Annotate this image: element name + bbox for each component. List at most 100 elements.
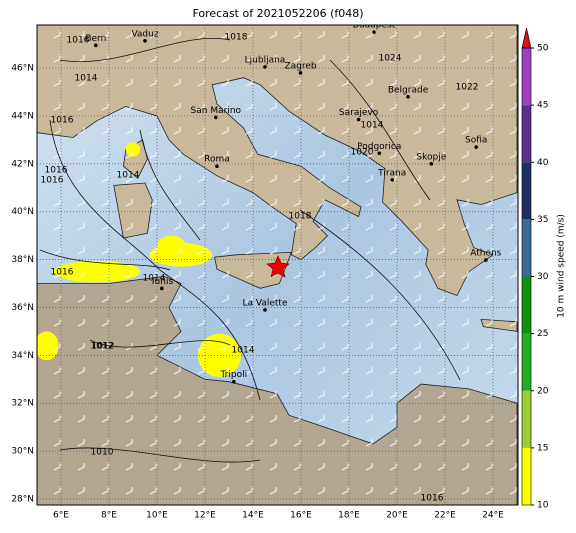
- city-label: Podgorica: [357, 142, 401, 152]
- city-dot: [356, 117, 361, 122]
- colorbar-tick-label: 35: [537, 215, 548, 225]
- city-label: La Valette: [243, 298, 288, 308]
- isobar-label: 1016: [421, 494, 444, 504]
- isobar-label: 1014: [232, 346, 255, 356]
- isobar-label: 1010: [91, 448, 114, 458]
- isobar-label: 1014: [143, 274, 166, 284]
- x-tick-label: 12°E: [194, 511, 216, 521]
- x-tick-label: 16°E: [290, 511, 312, 521]
- isobar-label: 1020: [351, 148, 374, 158]
- city-dot: [94, 43, 98, 48]
- colorbar-label: 10 m wind speed (m/s): [557, 214, 567, 318]
- city-dot: [214, 115, 218, 120]
- city-dot: [377, 151, 382, 156]
- city-label: Tunis: [149, 277, 173, 287]
- colorbar-tick-label: 40: [537, 158, 549, 168]
- x-tick-label: 22°E: [434, 511, 456, 521]
- map-frame: [36, 24, 519, 506]
- isobar-label: 1016: [45, 166, 68, 176]
- y-tick-label: 30°N: [11, 447, 34, 457]
- isobar-label: 1014: [75, 74, 98, 84]
- x-tick-label: 20°E: [386, 511, 408, 521]
- city-dot: [263, 65, 267, 69]
- x-tick-label: 6°E: [53, 511, 69, 521]
- city-dot: [298, 71, 303, 75]
- city-label: Zagreb: [284, 61, 316, 71]
- isobar: [299, 209, 461, 381]
- colorbar-band: [522, 105, 531, 163]
- city-label: Tripoli: [219, 370, 247, 380]
- isobar: [89, 339, 231, 348]
- isobar: [39, 249, 171, 271]
- x-tick-label: 14°E: [242, 511, 264, 521]
- city-dot: [215, 164, 219, 169]
- isobar: [139, 129, 201, 241]
- city-label: Bern: [85, 34, 106, 44]
- colorbar-band: [522, 162, 531, 220]
- colorbar-tick-label: 50: [537, 44, 549, 54]
- city-dot: [429, 162, 434, 166]
- colorbar-band: [522, 219, 531, 277]
- y-tick-label: 44°N: [11, 111, 34, 121]
- isobar-label: 1016: [41, 176, 64, 186]
- isobar-label: 1012: [91, 342, 114, 352]
- isobar: [329, 59, 431, 201]
- isobar: [59, 447, 261, 463]
- colorbar-band: [522, 333, 531, 391]
- colorbar-band: [522, 447, 531, 505]
- isobar: [49, 119, 261, 401]
- y-tick-label: 40°N: [11, 207, 34, 217]
- x-tick-label: 24°E: [482, 511, 504, 521]
- star-marker: [266, 255, 290, 278]
- city-label: Tirana: [377, 168, 406, 178]
- colorbar-band: [522, 276, 531, 334]
- y-tick-label: 36°N: [11, 303, 34, 313]
- city-dot: [143, 38, 147, 43]
- isobar-label: 1016: [67, 36, 90, 46]
- colorbar-tick-label: 45: [537, 101, 548, 111]
- x-tick-label: 8°E: [101, 511, 117, 521]
- city-label: Ljubljana: [245, 55, 286, 65]
- colorbar-tick-label: 20: [537, 386, 549, 396]
- city-label: Sarajevo: [339, 108, 379, 118]
- city-label: Sofia: [465, 136, 487, 146]
- city-label: Belgrade: [388, 85, 429, 95]
- x-tick-label: 18°E: [338, 511, 360, 521]
- colorbar-tick-label: 10: [537, 501, 549, 511]
- city-label: Athens: [470, 249, 501, 259]
- city-dot: [474, 145, 479, 149]
- city-label: Roma: [204, 155, 230, 165]
- colorbar-tick-label: 15: [537, 443, 548, 453]
- city-label: Skopje: [416, 152, 446, 162]
- city-label: Budapest: [353, 21, 396, 31]
- y-tick-label: 28°N: [11, 495, 34, 505]
- isobar-label: 1018: [225, 33, 248, 43]
- isobar: [59, 38, 231, 62]
- y-tick-label: 32°N: [11, 399, 34, 409]
- isobar-label: 1014: [361, 121, 384, 131]
- city-dot: [484, 258, 488, 262]
- x-tick-label: 10°E: [146, 511, 168, 521]
- y-tick-label: 46°N: [11, 64, 34, 74]
- colorbar-extend: [521, 27, 532, 49]
- city-dot: [232, 379, 236, 384]
- city-dot: [160, 286, 164, 291]
- isobar-label: 1012: [92, 342, 115, 352]
- city-label: San Marino: [191, 106, 242, 116]
- isobar-label: 1018: [289, 212, 312, 222]
- isobar-label: 1016: [51, 116, 74, 126]
- isobar-label: 1024: [379, 54, 402, 64]
- isobar-label: 1014: [117, 171, 140, 181]
- colorbar: 10 15 20 25 30 35 40 45 50 10 m wind speed (m/s): [521, 27, 567, 511]
- city-dot: [406, 95, 410, 99]
- y-tick-label: 42°N: [11, 159, 34, 169]
- colorbar-tick-label: 30: [537, 272, 549, 282]
- city-dot: [263, 308, 267, 312]
- y-tick-label: 38°N: [11, 255, 34, 265]
- isobar-label: 1022: [456, 83, 479, 93]
- city-label: Vaduz: [131, 29, 158, 39]
- colorbar-band: [522, 390, 531, 448]
- city-dot: [390, 178, 395, 182]
